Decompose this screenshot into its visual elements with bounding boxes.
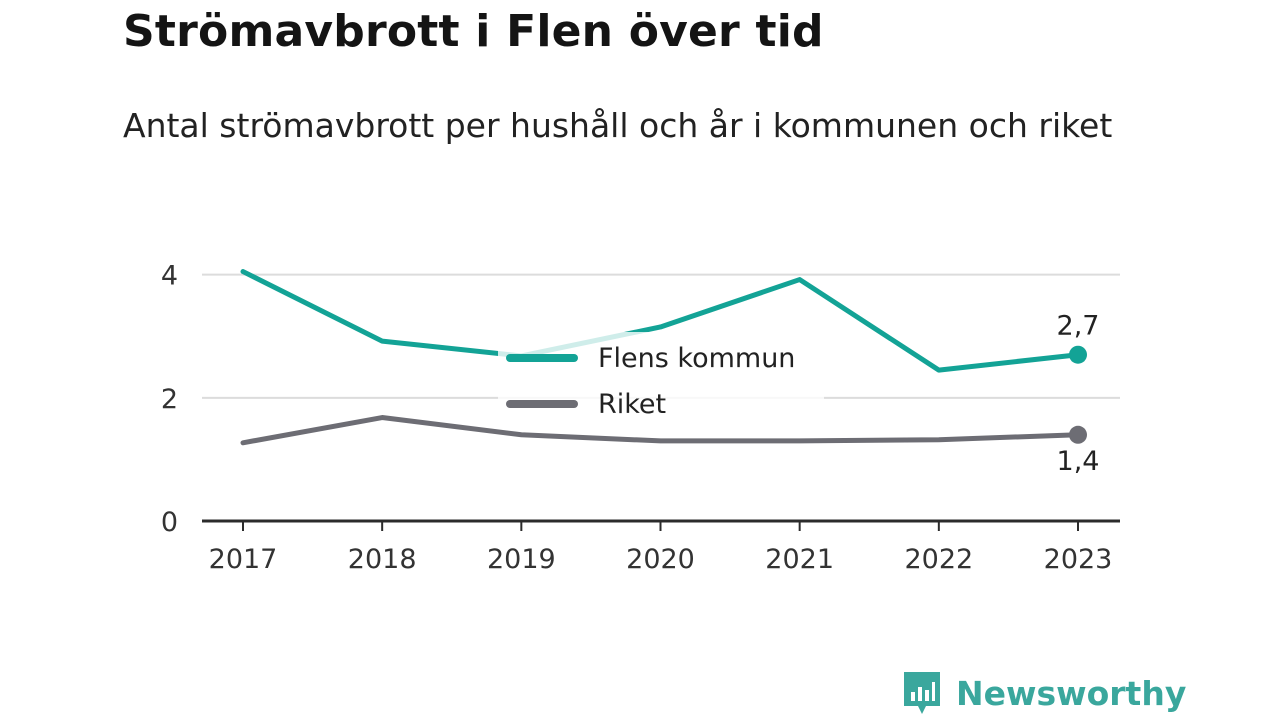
x-tick-label: 2023 — [1044, 544, 1113, 575]
y-tick-label: 2 — [161, 384, 178, 415]
x-tick-label: 2020 — [626, 544, 695, 575]
series-end-point — [1069, 425, 1087, 444]
legend-background — [498, 332, 824, 406]
y-tick-label: 4 — [161, 261, 178, 292]
series-end-label: 2,7 — [1057, 311, 1100, 342]
series-end-point — [1069, 345, 1087, 364]
chart-subtitle: Antal strömavbrott per hushåll och år i … — [123, 106, 1113, 145]
x-tick-label: 2017 — [209, 544, 278, 575]
legend-label: Riket — [598, 389, 666, 420]
x-tick-label: 2019 — [487, 544, 556, 575]
x-tick-label: 2022 — [904, 544, 973, 575]
x-tick-label: 2021 — [765, 544, 834, 575]
x-tick-label: 2018 — [348, 544, 417, 575]
newsworthy-brand: Newsworthy — [902, 670, 1186, 716]
series-line-riket — [240, 415, 1081, 446]
series-end-label: 1,4 — [1057, 446, 1100, 477]
series-line-flens-kommun — [240, 269, 1081, 373]
chart-title: Strömavbrott i Flen över tid — [123, 6, 824, 57]
y-tick-label: 0 — [161, 507, 178, 538]
bar-chart-speech-bubble-icon — [904, 672, 940, 714]
brand-name: Newsworthy — [956, 673, 1187, 713]
legend-label: Flens kommun — [598, 343, 795, 374]
